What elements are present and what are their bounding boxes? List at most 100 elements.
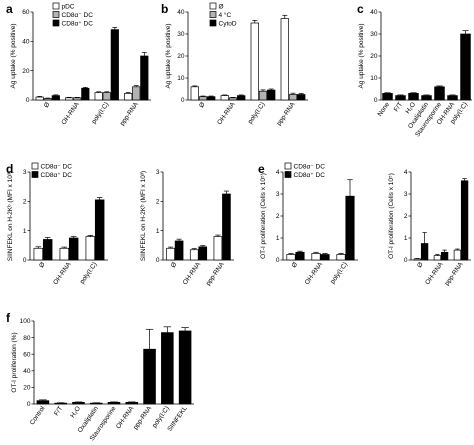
bar <box>33 247 44 261</box>
bar <box>94 199 105 261</box>
y-tick-label: 3 <box>156 169 160 176</box>
category-label: poly(I:C) <box>91 101 111 125</box>
legend-swatch <box>31 162 39 170</box>
category-label: F/T <box>393 101 404 113</box>
bar <box>413 258 422 261</box>
y-tick-label: 10 <box>177 75 185 82</box>
bar <box>207 96 216 101</box>
bar <box>295 251 305 261</box>
bar <box>54 402 67 405</box>
bar <box>280 18 289 101</box>
panel-6: 0 1 2 3 4 OT-I proliferation (Cells x 10⁵) Ø OH… <box>388 169 471 287</box>
bar <box>460 33 471 101</box>
y-tick-label: 80 <box>23 335 31 342</box>
bar <box>420 243 429 261</box>
category-label: Ø <box>416 261 425 269</box>
legend-label: 4 °C <box>219 11 232 19</box>
y-axis-label: SIINFEKL on H-2Kᵇ (MFI x 10³) <box>7 171 14 261</box>
category-label: ppp-RNA <box>276 101 297 127</box>
bar <box>51 95 60 101</box>
y-tick-label: 4 <box>276 169 280 176</box>
legend-label: CD8α⁻ DC <box>62 12 94 19</box>
y-tick-label: 20 <box>23 385 31 392</box>
category-label: Ø <box>43 101 52 109</box>
panel-1: b 0 10 20 30 40 Ag uptake (% positive) Ø OH-RNA p… <box>161 2 308 127</box>
legend-label: CytoD <box>219 21 237 28</box>
bar <box>166 247 175 261</box>
legend-label: CD8α⁻ DC <box>294 164 326 171</box>
y-axis-label: Ag uptake (% positive) <box>358 23 365 88</box>
y-tick-label: 1 <box>156 228 160 235</box>
bar <box>453 249 462 261</box>
category-label: ppp-RNA <box>444 261 465 287</box>
bar <box>213 236 223 261</box>
category-label: OH-RNA <box>182 261 203 287</box>
bar <box>311 253 321 261</box>
y-tick-label: 2 <box>23 199 27 206</box>
y-axis-label: Ag uptake (% positive) <box>10 23 17 88</box>
y-tick-label: 30 <box>177 31 185 38</box>
bar <box>222 193 231 261</box>
y-tick-label: 1 <box>404 235 408 242</box>
y-tick-label: 0 <box>276 257 280 264</box>
y-tick-label: 100 <box>20 318 31 325</box>
legend-swatch <box>52 19 60 27</box>
category-label: Ø <box>198 101 207 109</box>
bar <box>94 92 103 101</box>
category-label: Ø <box>291 261 300 269</box>
y-axis-label: OT-I proliferation (Cells x 10⁵) <box>388 173 395 259</box>
bar <box>440 251 449 261</box>
category-label: Ø <box>170 261 179 269</box>
bar <box>460 180 469 261</box>
legend-swatch <box>209 2 217 10</box>
bar <box>43 98 52 101</box>
y-tick-label: 40 <box>370 9 378 16</box>
bar <box>447 95 458 101</box>
panel-4: 0 1 2 3 SIINFEKL on H-2Kᵇ (MFI x 10³) Ø OH-RNA… <box>140 169 234 287</box>
y-tick-label: 0 <box>374 97 378 104</box>
y-tick-label: 2 <box>156 199 160 206</box>
legend-swatch <box>52 11 60 18</box>
panel-3: d 0 1 2 3 SIINFEKL on H-2Kᵇ (MFI x 10³) Ø OH-RN… <box>6 162 108 286</box>
y-tick-label: 0 <box>404 257 408 264</box>
bar <box>102 92 111 101</box>
category-label: H₂O <box>69 405 82 419</box>
bar <box>433 255 442 261</box>
bar <box>198 246 208 261</box>
y-tick-label: 30 <box>370 31 378 38</box>
bar <box>220 95 229 101</box>
category-label: None <box>376 101 391 118</box>
bar <box>59 247 70 261</box>
bar <box>89 402 103 405</box>
category-label: OH-RNA <box>60 101 81 127</box>
y-tick-label: 0 <box>156 257 160 264</box>
bar <box>408 93 419 101</box>
y-tick-label: 40 <box>23 368 31 375</box>
y-tick-label: 1 <box>276 235 280 242</box>
y-tick-label: 60 <box>23 351 31 358</box>
bar <box>286 254 296 261</box>
bar <box>258 90 268 101</box>
bar <box>72 401 85 405</box>
y-tick-label: 40 <box>22 39 30 46</box>
bar <box>250 22 259 101</box>
bar <box>140 55 149 101</box>
bar <box>36 400 50 405</box>
bar <box>382 93 393 101</box>
bar <box>421 95 432 101</box>
y-tick-label: 0 <box>23 257 27 264</box>
bar <box>395 95 406 101</box>
y-tick-label: 10 <box>370 75 378 82</box>
legend-label: CD8α⁺ DC <box>41 172 73 179</box>
category-label: ppp-RNA <box>132 405 153 431</box>
bar <box>143 348 156 405</box>
bar <box>336 254 346 261</box>
category-label: Control <box>29 405 47 427</box>
bar <box>267 89 276 101</box>
y-tick-label: 3 <box>23 169 27 176</box>
legend-label: CD8α⁻ DC <box>41 164 73 171</box>
y-tick-label: 0 <box>181 97 185 104</box>
category-label: OH-RNA <box>216 101 237 127</box>
